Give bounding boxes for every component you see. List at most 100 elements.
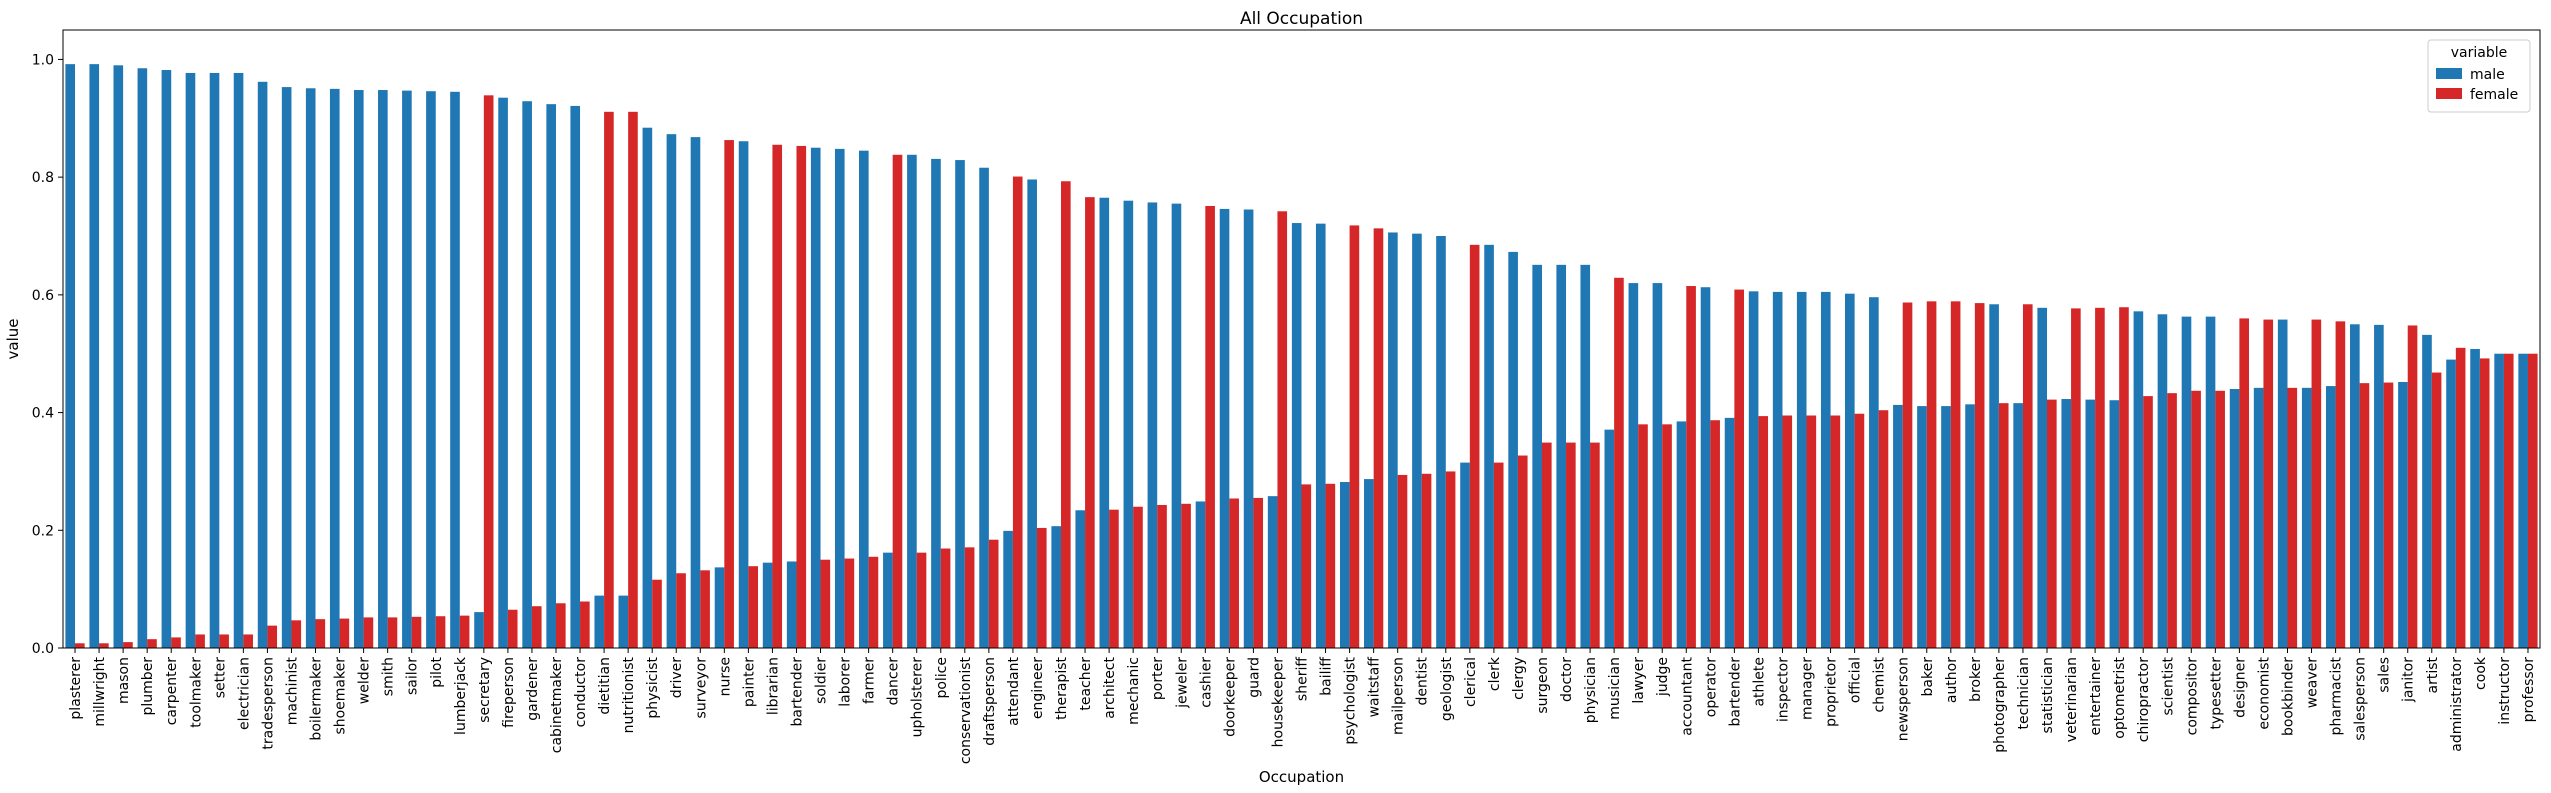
bar-female-65: [1638, 424, 1648, 648]
bar-female-20: [556, 603, 566, 648]
bar-female-38: [988, 539, 999, 648]
legend-label-female: female: [2470, 87, 2518, 103]
x-tick-label: sheriff: [1295, 657, 1311, 701]
bar-female-85: [2119, 307, 2129, 648]
bar-female-93: [2311, 319, 2322, 648]
x-tick-label: farmer: [862, 657, 878, 704]
bar-female-54: [1373, 228, 1384, 648]
x-tick-label: salesperson: [2353, 657, 2369, 741]
x-tick-label: boilermaker: [309, 657, 325, 741]
x-tick-label: upholsterer: [910, 657, 926, 738]
bar-female-74: [1854, 413, 1865, 648]
bar-male-69: [1724, 417, 1735, 648]
x-tick-label: sailor: [405, 657, 421, 695]
bar-female-35: [916, 552, 927, 648]
bar-female-96: [2383, 382, 2394, 648]
bar-female-11: [339, 618, 350, 648]
bar-female-87: [2167, 393, 2177, 648]
x-tick-label: housekeeper: [1270, 657, 1286, 748]
x-tick-label: weaver: [2305, 657, 2321, 709]
bar-male-38: [979, 167, 989, 649]
bar-female-17: [483, 95, 494, 648]
bar-male-66: [1652, 283, 1663, 648]
x-tick-label: nutritionist: [621, 656, 637, 733]
bar-male-32: [834, 148, 845, 648]
bar-female-5: [195, 634, 205, 648]
bar-female-45: [1157, 504, 1167, 648]
bar-male-79: [1965, 404, 1975, 648]
x-tick-label: typesetter: [2208, 657, 2224, 730]
x-tick-label: nurse: [717, 657, 733, 696]
bar-female-79: [1974, 303, 1985, 648]
x-tick-label: smith: [381, 657, 397, 696]
bar-male-55: [1388, 232, 1398, 648]
bar-female-40: [1036, 527, 1047, 648]
bar-female-14: [411, 616, 422, 648]
x-tick-label: surgeon: [1535, 657, 1551, 714]
bar-female-95: [2359, 383, 2370, 648]
bar-male-91: [2253, 387, 2264, 648]
bar-male-43: [1099, 197, 1110, 649]
bar-female-15: [435, 616, 446, 648]
bar-male-53: [1339, 482, 1350, 648]
x-tick-label: judge: [1655, 657, 1671, 697]
bar-male-50: [1267, 496, 1278, 648]
x-tick-label: musician: [1607, 657, 1623, 720]
bar-female-1: [99, 643, 109, 648]
x-tick-label: clerical: [1463, 657, 1479, 707]
bar-male-94: [2325, 386, 2336, 648]
x-tick-label: lawyer: [1631, 657, 1647, 704]
x-tick-label: janitor: [2401, 657, 2417, 703]
x-tick-label: veterinarian: [2064, 657, 2080, 742]
y-tick-label: 1.0: [32, 52, 54, 68]
bar-female-25: [676, 573, 686, 648]
x-tick-label: therapist: [1054, 656, 1070, 719]
bar-male-98: [2422, 334, 2432, 648]
x-tick-label: laborer: [838, 657, 854, 707]
bar-male-52: [1315, 223, 1326, 648]
legend-title: variable: [2451, 45, 2507, 61]
bar-male-1: [89, 64, 100, 648]
bar-male-100: [2470, 349, 2480, 648]
bar-male-60: [1508, 251, 1518, 648]
bar-male-47: [1195, 501, 1206, 648]
bar-male-29: [762, 562, 773, 648]
x-tick-label: mailperson: [1391, 657, 1407, 735]
bar-female-34: [892, 154, 903, 648]
bar-male-33: [859, 150, 869, 648]
bar-female-26: [700, 570, 710, 648]
bar-female-68: [1710, 420, 1720, 648]
bar-female-56: [1421, 473, 1432, 648]
bar-female-63: [1590, 442, 1600, 648]
bar-female-51: [1301, 484, 1312, 648]
legend-label-male: male: [2470, 67, 2505, 83]
x-tick-label: bartender: [789, 657, 805, 727]
bar-female-21: [580, 601, 590, 648]
bar-female-24: [652, 579, 662, 648]
bar-female-67: [1686, 286, 1696, 648]
bar-female-31: [820, 559, 831, 648]
bar-female-81: [2022, 304, 2033, 648]
bar-male-35: [907, 154, 917, 648]
bar-male-81: [2013, 403, 2023, 648]
bar-male-70: [1748, 291, 1759, 648]
legend-swatch-male: [2436, 68, 2462, 79]
x-tick-label: dentist: [1415, 657, 1431, 706]
x-tick-label: conservationist: [958, 656, 974, 764]
bar-female-19: [531, 606, 542, 648]
bar-male-83: [2061, 399, 2072, 648]
y-tick-label: 0.2: [32, 523, 54, 539]
bar-male-87: [2157, 314, 2168, 648]
bar-male-78: [1941, 406, 1951, 648]
bar-male-12: [353, 90, 364, 648]
x-axis-title: Occupation: [1259, 768, 1344, 786]
bar-male-49: [1243, 209, 1254, 648]
bar-female-10: [315, 619, 326, 648]
bar-male-17: [474, 612, 484, 648]
bar-male-6: [209, 72, 220, 649]
bar-male-13: [378, 90, 388, 648]
bar-female-97: [2407, 325, 2418, 648]
bar-male-5: [185, 72, 196, 649]
bar-male-25: [666, 134, 677, 648]
x-tick-label: geologist: [1439, 657, 1455, 722]
